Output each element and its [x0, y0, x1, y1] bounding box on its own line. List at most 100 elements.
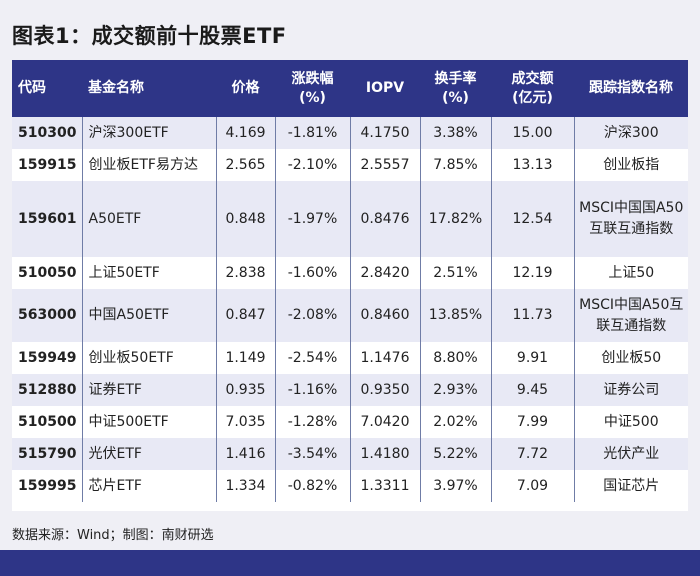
cell-fund-name: 中国A50ETF [81, 289, 216, 342]
cell-fund-name: A50ETF [81, 181, 216, 257]
cell-turnover: 2.51% [419, 257, 491, 289]
cell-fund-name: 创业板ETF易方达 [81, 149, 216, 181]
cell-turnover: 7.85% [419, 149, 491, 181]
table-row: 510300 沪深300ETF 4.169 -1.81% 4.1750 3.38… [12, 117, 688, 149]
header-tracking-index: 跟踪指数名称 [574, 60, 688, 117]
page-title: 图表1：成交额前十股票ETF [12, 24, 287, 48]
cell-tracking-index: 国证芯片 [573, 470, 688, 502]
cell-price: 0.847 [215, 289, 275, 342]
etf-table: 代码 基金名称 价格 涨跌幅 (%) IOPV 换手率 (%) 成交额 (亿元) 跟踪… [12, 60, 688, 502]
table-row: 515790 光伏ETF 1.416 -3.54% 1.4180 5.22% 7… [12, 438, 688, 470]
header-change-unit: (%) [299, 89, 326, 106]
cell-iopv: 0.9350 [349, 374, 420, 406]
cell-price: 7.035 [215, 406, 275, 438]
table-header-row: 代码 基金名称 价格 涨跌幅 (%) IOPV 换手率 (%) 成交额 (亿元) 跟踪… [12, 60, 688, 117]
cell-code: 159915 [12, 149, 82, 181]
cell-volume: 9.91 [490, 342, 574, 374]
cell-tracking-index: 创业板指 [573, 149, 688, 181]
cell-fund-name: 光伏ETF [81, 438, 216, 470]
cell-iopv: 4.1750 [349, 117, 420, 149]
cell-volume: 15.00 [490, 117, 574, 149]
cell-code: 512880 [12, 374, 82, 406]
cell-tracking-index: 沪深300 [573, 117, 688, 149]
cell-iopv: 2.5557 [349, 149, 420, 181]
cell-volume: 7.09 [490, 470, 574, 502]
etf-table-container: 代码 基金名称 价格 涨跌幅 (%) IOPV 换手率 (%) 成交额 (亿元) 跟踪… [12, 60, 688, 511]
source-note: 数据来源：Wind；制图：南财研选 [12, 528, 214, 543]
cell-fund-name: 创业板50ETF [81, 342, 216, 374]
cell-code: 159995 [12, 470, 82, 502]
cell-change: -0.82% [274, 470, 350, 502]
cell-change: -1.81% [274, 117, 350, 149]
cell-volume: 7.72 [490, 438, 574, 470]
cell-tracking-index: 中证500 [573, 406, 688, 438]
cell-code: 515790 [12, 438, 82, 470]
header-turnover-unit: (%) [442, 89, 469, 106]
cell-turnover: 3.38% [419, 117, 491, 149]
cell-fund-name: 芯片ETF [81, 470, 216, 502]
table-row: 563000 中国A50ETF 0.847 -2.08% 0.8460 13.8… [12, 289, 688, 342]
cell-volume: 13.13 [490, 149, 574, 181]
cell-turnover: 13.85% [419, 289, 491, 342]
header-price: 价格 [216, 60, 275, 117]
cell-volume: 12.19 [490, 257, 574, 289]
header-volume-unit: (亿元) [512, 89, 553, 106]
table-row: 510500 中证500ETF 7.035 -1.28% 7.0420 2.02… [12, 406, 688, 438]
cell-iopv: 7.0420 [349, 406, 420, 438]
cell-iopv: 1.1476 [349, 342, 420, 374]
cell-turnover: 17.82% [419, 181, 491, 257]
cell-tracking-index: 光伏产业 [573, 438, 688, 470]
header-volume-label: 成交额 [511, 70, 554, 87]
cell-change: -2.10% [274, 149, 350, 181]
table-row: 512880 证券ETF 0.935 -1.16% 0.9350 2.93% 9… [12, 374, 688, 406]
cell-volume: 12.54 [490, 181, 574, 257]
table-row: 510050 上证50ETF 2.838 -1.60% 2.8420 2.51%… [12, 257, 688, 289]
cell-code: 563000 [12, 289, 82, 342]
cell-price: 2.565 [215, 149, 275, 181]
cell-code: 510500 [12, 406, 82, 438]
cell-fund-name: 证券ETF [81, 374, 216, 406]
table-row: 159601 A50ETF 0.848 -1.97% 0.8476 17.82%… [12, 181, 688, 257]
header-change-label: 涨跌幅 [291, 70, 334, 87]
cell-fund-name: 沪深300ETF [81, 117, 216, 149]
cell-turnover: 3.97% [419, 470, 491, 502]
cell-iopv: 1.4180 [349, 438, 420, 470]
header-code: 代码 [12, 60, 82, 117]
cell-fund-name: 中证500ETF [81, 406, 216, 438]
cell-volume: 11.73 [490, 289, 574, 342]
cell-volume: 7.99 [490, 406, 574, 438]
cell-price: 1.334 [215, 470, 275, 502]
cell-price: 2.838 [215, 257, 275, 289]
table-row: 159995 芯片ETF 1.334 -0.82% 1.3311 3.97% 7… [12, 470, 688, 502]
cell-iopv: 2.8420 [349, 257, 420, 289]
cell-tracking-index: 证券公司 [573, 374, 688, 406]
cell-price: 0.848 [215, 181, 275, 257]
cell-change: -2.08% [274, 289, 350, 342]
cell-change: -1.28% [274, 406, 350, 438]
cell-change: -1.16% [274, 374, 350, 406]
cell-change: -1.97% [274, 181, 350, 257]
cell-code: 510300 [12, 117, 82, 149]
cell-code: 159601 [12, 181, 82, 257]
cell-iopv: 0.8476 [349, 181, 420, 257]
cell-iopv: 1.3311 [349, 470, 420, 502]
cell-iopv: 0.8460 [349, 289, 420, 342]
cell-code: 510050 [12, 257, 82, 289]
cell-price: 4.169 [215, 117, 275, 149]
table-row: 159915 创业板ETF易方达 2.565 -2.10% 2.5557 7.8… [12, 149, 688, 181]
header-volume: 成交额 (亿元) [491, 60, 574, 117]
table-row: 159949 创业板50ETF 1.149 -2.54% 1.1476 8.80… [12, 342, 688, 374]
cell-tracking-index: MSCI中国A50互联互通指数 [573, 289, 688, 342]
cell-turnover: 8.80% [419, 342, 491, 374]
header-fund-name: 基金名称 [82, 60, 216, 117]
cell-turnover: 2.93% [419, 374, 491, 406]
header-change: 涨跌幅 (%) [275, 60, 350, 117]
header-turnover: 换手率 (%) [420, 60, 491, 117]
cell-turnover: 5.22% [419, 438, 491, 470]
cell-tracking-index: MSCI中国国A50互联互通指数 [573, 181, 688, 257]
cell-price: 1.149 [215, 342, 275, 374]
cell-price: 1.416 [215, 438, 275, 470]
cell-code: 159949 [12, 342, 82, 374]
header-iopv: IOPV [350, 60, 420, 117]
cell-change: -2.54% [274, 342, 350, 374]
